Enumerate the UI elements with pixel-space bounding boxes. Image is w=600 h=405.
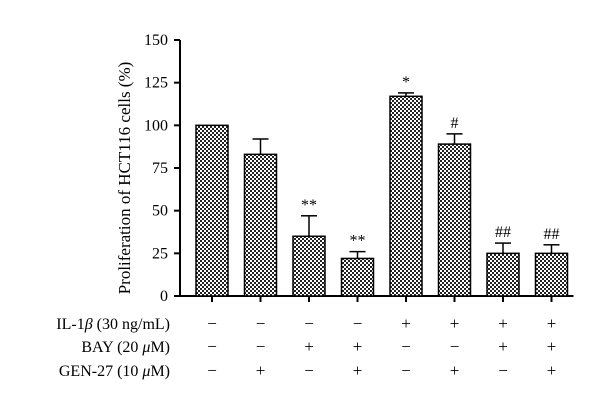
condition-mark: −: [401, 361, 411, 380]
y-tick-label: 0: [160, 288, 168, 305]
y-tick-label: 150: [144, 32, 168, 49]
condition-mark: +: [450, 314, 460, 333]
significance-labels: *****### ##: [301, 74, 560, 250]
y-tick-label: 75: [152, 160, 168, 177]
bars: [195, 95, 569, 297]
error-bars: [252, 92, 560, 259]
condition-table: IL-1β (30 ng/mL) − − − − + + + + BAY (20 μM) − − + + −…: [56, 314, 556, 380]
y-axis-title: Proliferation of HCT116 cells (%): [115, 62, 134, 295]
condition-mark: −: [304, 314, 314, 333]
condition-mark: −: [401, 337, 411, 356]
y-tick-label: 125: [144, 75, 168, 92]
condition-mark: +: [401, 314, 411, 333]
condition-mark: −: [207, 361, 217, 380]
condition-mark: −: [353, 314, 363, 333]
significance-label: #: [451, 115, 459, 132]
bar: [437, 143, 472, 297]
bar: [486, 252, 520, 297]
condition-mark: −: [256, 337, 266, 356]
significance-label: ##: [495, 224, 511, 241]
condition-mark: +: [547, 337, 557, 356]
bar: [340, 257, 375, 297]
bar: [292, 235, 326, 297]
bar: [195, 124, 229, 297]
condition-mark: −: [207, 314, 217, 333]
y-tick-label: 100: [144, 117, 168, 134]
condition-mark: +: [256, 361, 266, 380]
condition-mark: −: [304, 361, 314, 380]
bar: [389, 95, 423, 297]
condition-label: IL-1β (30 ng/mL): [56, 316, 170, 333]
bar: [243, 153, 278, 297]
condition-mark: −: [256, 314, 266, 333]
significance-label: *: [402, 74, 410, 91]
condition-mark: +: [353, 337, 363, 356]
condition-mark: −: [207, 337, 217, 356]
condition-mark: +: [547, 361, 557, 380]
condition-mark: +: [498, 337, 508, 356]
condition-mark: +: [353, 361, 363, 380]
condition-mark: +: [547, 314, 557, 333]
significance-label: ##: [544, 226, 560, 243]
condition-mark: +: [498, 314, 508, 333]
y-tick-label: 50: [152, 203, 168, 220]
condition-label: BAY (20 μM): [81, 339, 170, 356]
condition-mark: −: [450, 337, 460, 356]
y-tick-label: 25: [152, 245, 168, 262]
significance-label: **: [301, 197, 317, 214]
bar: [534, 252, 569, 297]
condition-mark: −: [498, 361, 508, 380]
condition-mark: +: [450, 361, 460, 380]
significance-label: **: [350, 233, 366, 250]
condition-label: GEN-27 (10 μM): [59, 363, 170, 380]
condition-mark: +: [304, 337, 314, 356]
